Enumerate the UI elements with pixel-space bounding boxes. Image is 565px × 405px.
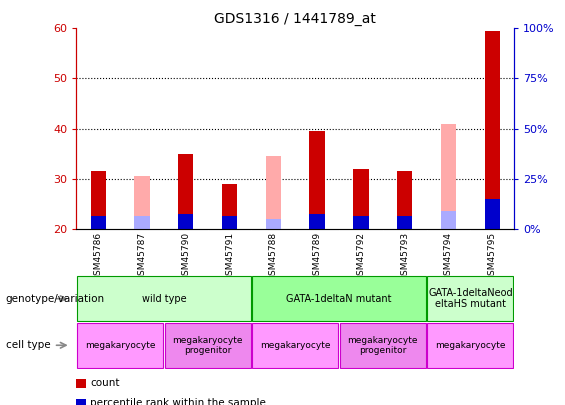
Text: count: count — [90, 378, 120, 388]
Bar — [353, 216, 368, 229]
Bar — [485, 199, 500, 229]
Text: megakaryocyte
progenitor: megakaryocyte progenitor — [172, 336, 243, 355]
Text: cell type: cell type — [6, 340, 50, 350]
Bar — [310, 214, 325, 229]
Bar — [134, 216, 150, 229]
Bar — [441, 124, 456, 229]
Bar — [441, 211, 456, 229]
Text: percentile rank within the sample: percentile rank within the sample — [90, 398, 266, 405]
Text: GATA-1deltaN mutant: GATA-1deltaN mutant — [286, 294, 392, 304]
Bar — [397, 216, 412, 229]
Bar — [340, 323, 425, 368]
Text: megakaryocyte
progenitor: megakaryocyte progenitor — [347, 336, 418, 355]
Bar — [485, 31, 500, 229]
Text: megakaryocyte: megakaryocyte — [260, 341, 331, 350]
Bar — [178, 214, 193, 229]
Bar — [253, 323, 338, 368]
Bar — [165, 323, 250, 368]
Bar — [77, 323, 163, 368]
Bar — [90, 216, 106, 229]
Bar — [428, 323, 513, 368]
Bar — [266, 156, 281, 229]
Bar — [222, 216, 237, 229]
Bar — [253, 276, 425, 321]
Text: genotype/variation: genotype/variation — [6, 294, 105, 304]
Bar — [428, 276, 513, 321]
Bar — [222, 184, 237, 229]
Text: wild type: wild type — [142, 294, 186, 304]
Bar — [310, 131, 325, 229]
Bar — [134, 176, 150, 229]
Bar — [397, 171, 412, 229]
Bar — [77, 276, 250, 321]
Text: megakaryocyte: megakaryocyte — [85, 341, 155, 350]
Text: GATA-1deltaNeod
eltaHS mutant: GATA-1deltaNeod eltaHS mutant — [428, 288, 512, 309]
Bar — [178, 153, 193, 229]
Bar — [90, 171, 106, 229]
Text: megakaryocyte: megakaryocyte — [435, 341, 506, 350]
Bar — [353, 168, 368, 229]
Title: GDS1316 / 1441789_at: GDS1316 / 1441789_at — [214, 12, 376, 26]
Bar — [266, 219, 281, 229]
